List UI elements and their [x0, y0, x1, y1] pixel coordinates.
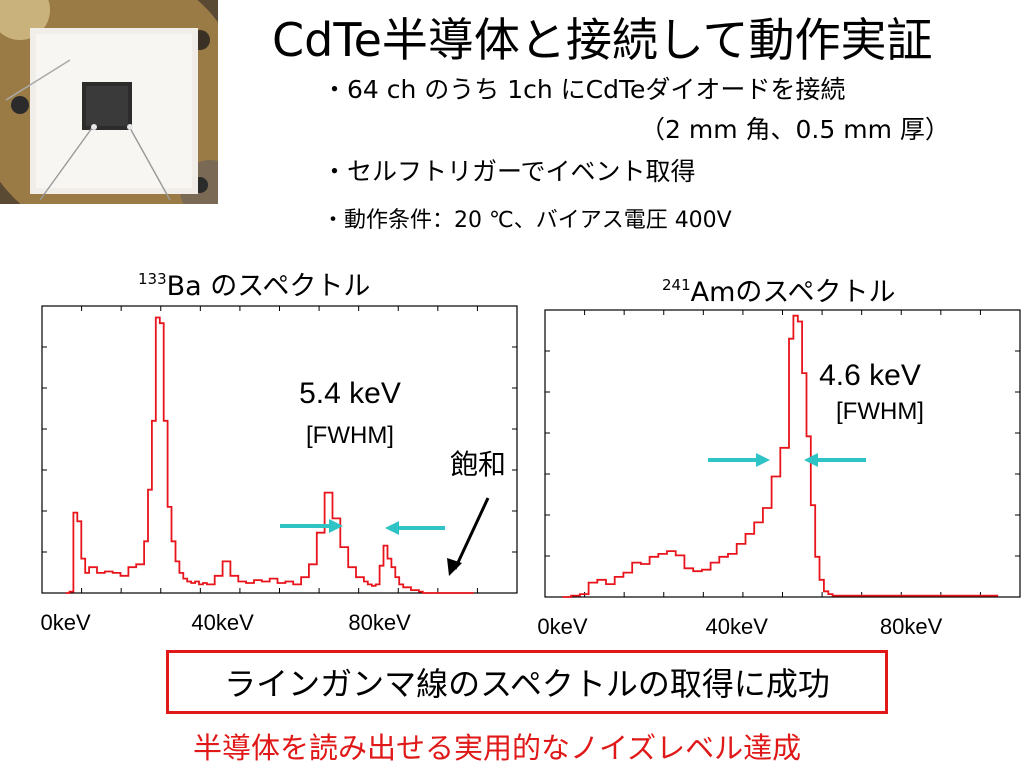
- saturation-arrow: [453, 497, 490, 570]
- am241-chart-title: 241Amのスペクトル: [662, 270, 896, 309]
- ba133-spectrum-chart: 0keV 40keV 80keV 5.4 keV [FWHM] 飽和: [40, 305, 518, 635]
- success-callout: ラインガンマ線のスペクトルの取得に成功: [166, 650, 888, 714]
- bullet-diode-size: （2 mm 角、0.5 mm 厚）: [640, 115, 950, 144]
- ba133-chart-title: 133Ba のスペクトル: [138, 264, 370, 303]
- ba133-x-tick-label: 80keV: [348, 610, 411, 635]
- am241-fwhm-arrowhead-left: [756, 453, 770, 467]
- am241-spectrum-line: [562, 314, 999, 598]
- ba133-fwhm-arrowhead-right: [385, 521, 399, 535]
- ba133-x-tick-label: 40keV: [191, 610, 254, 635]
- ba133-mass-number: 133: [138, 270, 167, 288]
- saturation-label: 飽和: [450, 448, 506, 481]
- am241-fwhm-arrowhead-right: [804, 453, 818, 467]
- bullet-diode-connection: ・64 ch のうち 1ch にCdTeダイオードを接続: [322, 75, 846, 104]
- conclusion-text: 半導体を読み出せる実用的なノイズレベル達成: [193, 731, 802, 765]
- ba133-fwhm-value: 5.4 keV: [299, 377, 401, 410]
- am241-fwhm-value: 4.6 keV: [819, 359, 921, 392]
- saturation-arrowhead: [447, 558, 462, 576]
- am241-fwhm-tag: [FWHM]: [836, 398, 924, 425]
- ba133-y-ticks: [42, 346, 517, 553]
- ba133-x-tick-label: 0keV: [40, 610, 90, 635]
- slide-title: CdTe半導体と接続して動作実証: [272, 13, 933, 67]
- bullet-self-trigger: ・セルフトリガーでイベント取得: [322, 157, 696, 186]
- am241-title-text: Amのスペクトル: [690, 277, 896, 308]
- am241-plot-frame: [544, 309, 1021, 598]
- am241-x-tick-label: 0keV: [537, 614, 587, 639]
- am241-x-tick-label: 80keV: [880, 614, 943, 639]
- ba133-fwhm-arrowhead-left: [329, 519, 343, 533]
- ba133-title-text: Ba のスペクトル: [166, 271, 371, 302]
- ba133-fwhm-tag: [FWHM]: [306, 422, 394, 449]
- am241-y-ticks: [545, 350, 1020, 557]
- am241-spectrum-chart: 0keV 40keV 80keV 4.6 keV [FWHM]: [537, 309, 1021, 639]
- am241-x-tick-label: 40keV: [706, 614, 769, 639]
- ba133-spectrum-line: [65, 316, 474, 594]
- cdte-diode-photo: [0, 0, 218, 204]
- am241-mass-number: 241: [662, 276, 691, 294]
- ba133-plot-frame: [41, 305, 518, 594]
- bullet-operating-conditions: ・動作条件：20 ℃、バイアス電圧 400V: [322, 208, 732, 233]
